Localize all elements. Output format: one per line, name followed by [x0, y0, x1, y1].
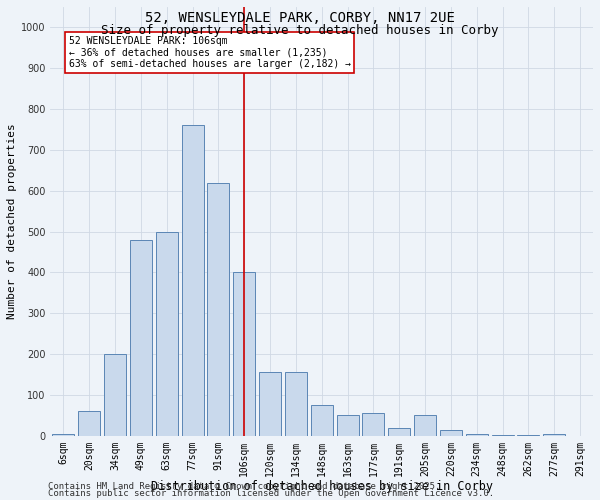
X-axis label: Distribution of detached houses by size in Corby: Distribution of detached houses by size …: [151, 480, 493, 493]
Bar: [414, 416, 436, 436]
Bar: [466, 434, 488, 436]
Bar: [311, 405, 333, 436]
Text: 52, WENSLEYDALE PARK, CORBY, NN17 2UE: 52, WENSLEYDALE PARK, CORBY, NN17 2UE: [145, 11, 455, 25]
Bar: [130, 240, 152, 436]
Bar: [517, 435, 539, 436]
Bar: [491, 435, 514, 436]
Bar: [52, 434, 74, 436]
Bar: [440, 430, 462, 436]
Text: Contains HM Land Registry data © Crown copyright and database right 2025.: Contains HM Land Registry data © Crown c…: [48, 482, 440, 491]
Text: Contains public sector information licensed under the Open Government Licence v3: Contains public sector information licen…: [48, 490, 494, 498]
Bar: [156, 232, 178, 436]
Y-axis label: Number of detached properties: Number of detached properties: [7, 124, 17, 319]
Bar: [208, 182, 229, 436]
Bar: [362, 414, 385, 436]
Bar: [78, 412, 100, 436]
Bar: [259, 372, 281, 436]
Bar: [104, 354, 126, 436]
Bar: [388, 428, 410, 436]
Bar: [337, 416, 359, 436]
Bar: [182, 126, 203, 436]
Text: Size of property relative to detached houses in Corby: Size of property relative to detached ho…: [101, 24, 499, 37]
Bar: [233, 272, 255, 436]
Bar: [544, 434, 565, 436]
Bar: [285, 372, 307, 436]
Text: 52 WENSLEYDALE PARK: 106sqm
← 36% of detached houses are smaller (1,235)
63% of : 52 WENSLEYDALE PARK: 106sqm ← 36% of det…: [68, 36, 350, 68]
